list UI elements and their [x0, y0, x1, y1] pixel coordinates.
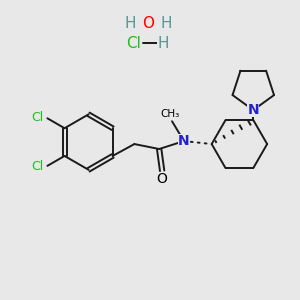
Text: O: O — [142, 16, 154, 31]
Text: H: H — [160, 16, 172, 31]
Text: N: N — [248, 103, 259, 117]
Text: Cl: Cl — [126, 35, 141, 50]
Text: H: H — [124, 16, 136, 31]
Text: Cl: Cl — [31, 160, 44, 173]
Text: O: O — [157, 172, 168, 186]
Text: Cl: Cl — [31, 111, 44, 124]
Text: CH₃: CH₃ — [160, 109, 180, 119]
Text: N: N — [178, 134, 190, 148]
Text: H: H — [157, 35, 169, 50]
